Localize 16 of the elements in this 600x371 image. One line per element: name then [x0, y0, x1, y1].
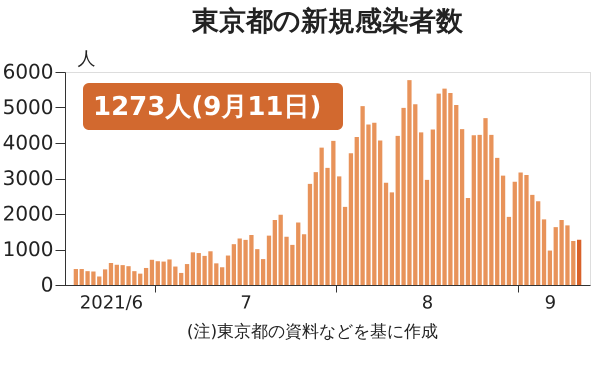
- y-tick-label: 1000: [2, 237, 54, 261]
- y-tick-label: 0: [40, 272, 54, 296]
- x-tick-label: 8: [422, 292, 434, 314]
- y-tick-label: 4000: [2, 130, 54, 154]
- y-tick-label: 6000: [2, 60, 54, 84]
- y-axis-title: 人: [78, 48, 96, 70]
- y-tick-label: 5000: [2, 95, 54, 119]
- annotation: 1273人(9月11日): [93, 92, 322, 122]
- text: (注)東京都の資料などを基に作成: [186, 322, 438, 342]
- x-tick-label: 9: [544, 292, 556, 314]
- x-tick-label: 2021/6: [80, 292, 144, 314]
- x-tick-label: 7: [240, 292, 252, 314]
- y-tick-label: 3000: [2, 166, 54, 190]
- chart-title: 東京都の新規感染者数: [191, 6, 464, 37]
- y-tick-label: 2000: [2, 202, 54, 226]
- bar: [577, 240, 582, 285]
